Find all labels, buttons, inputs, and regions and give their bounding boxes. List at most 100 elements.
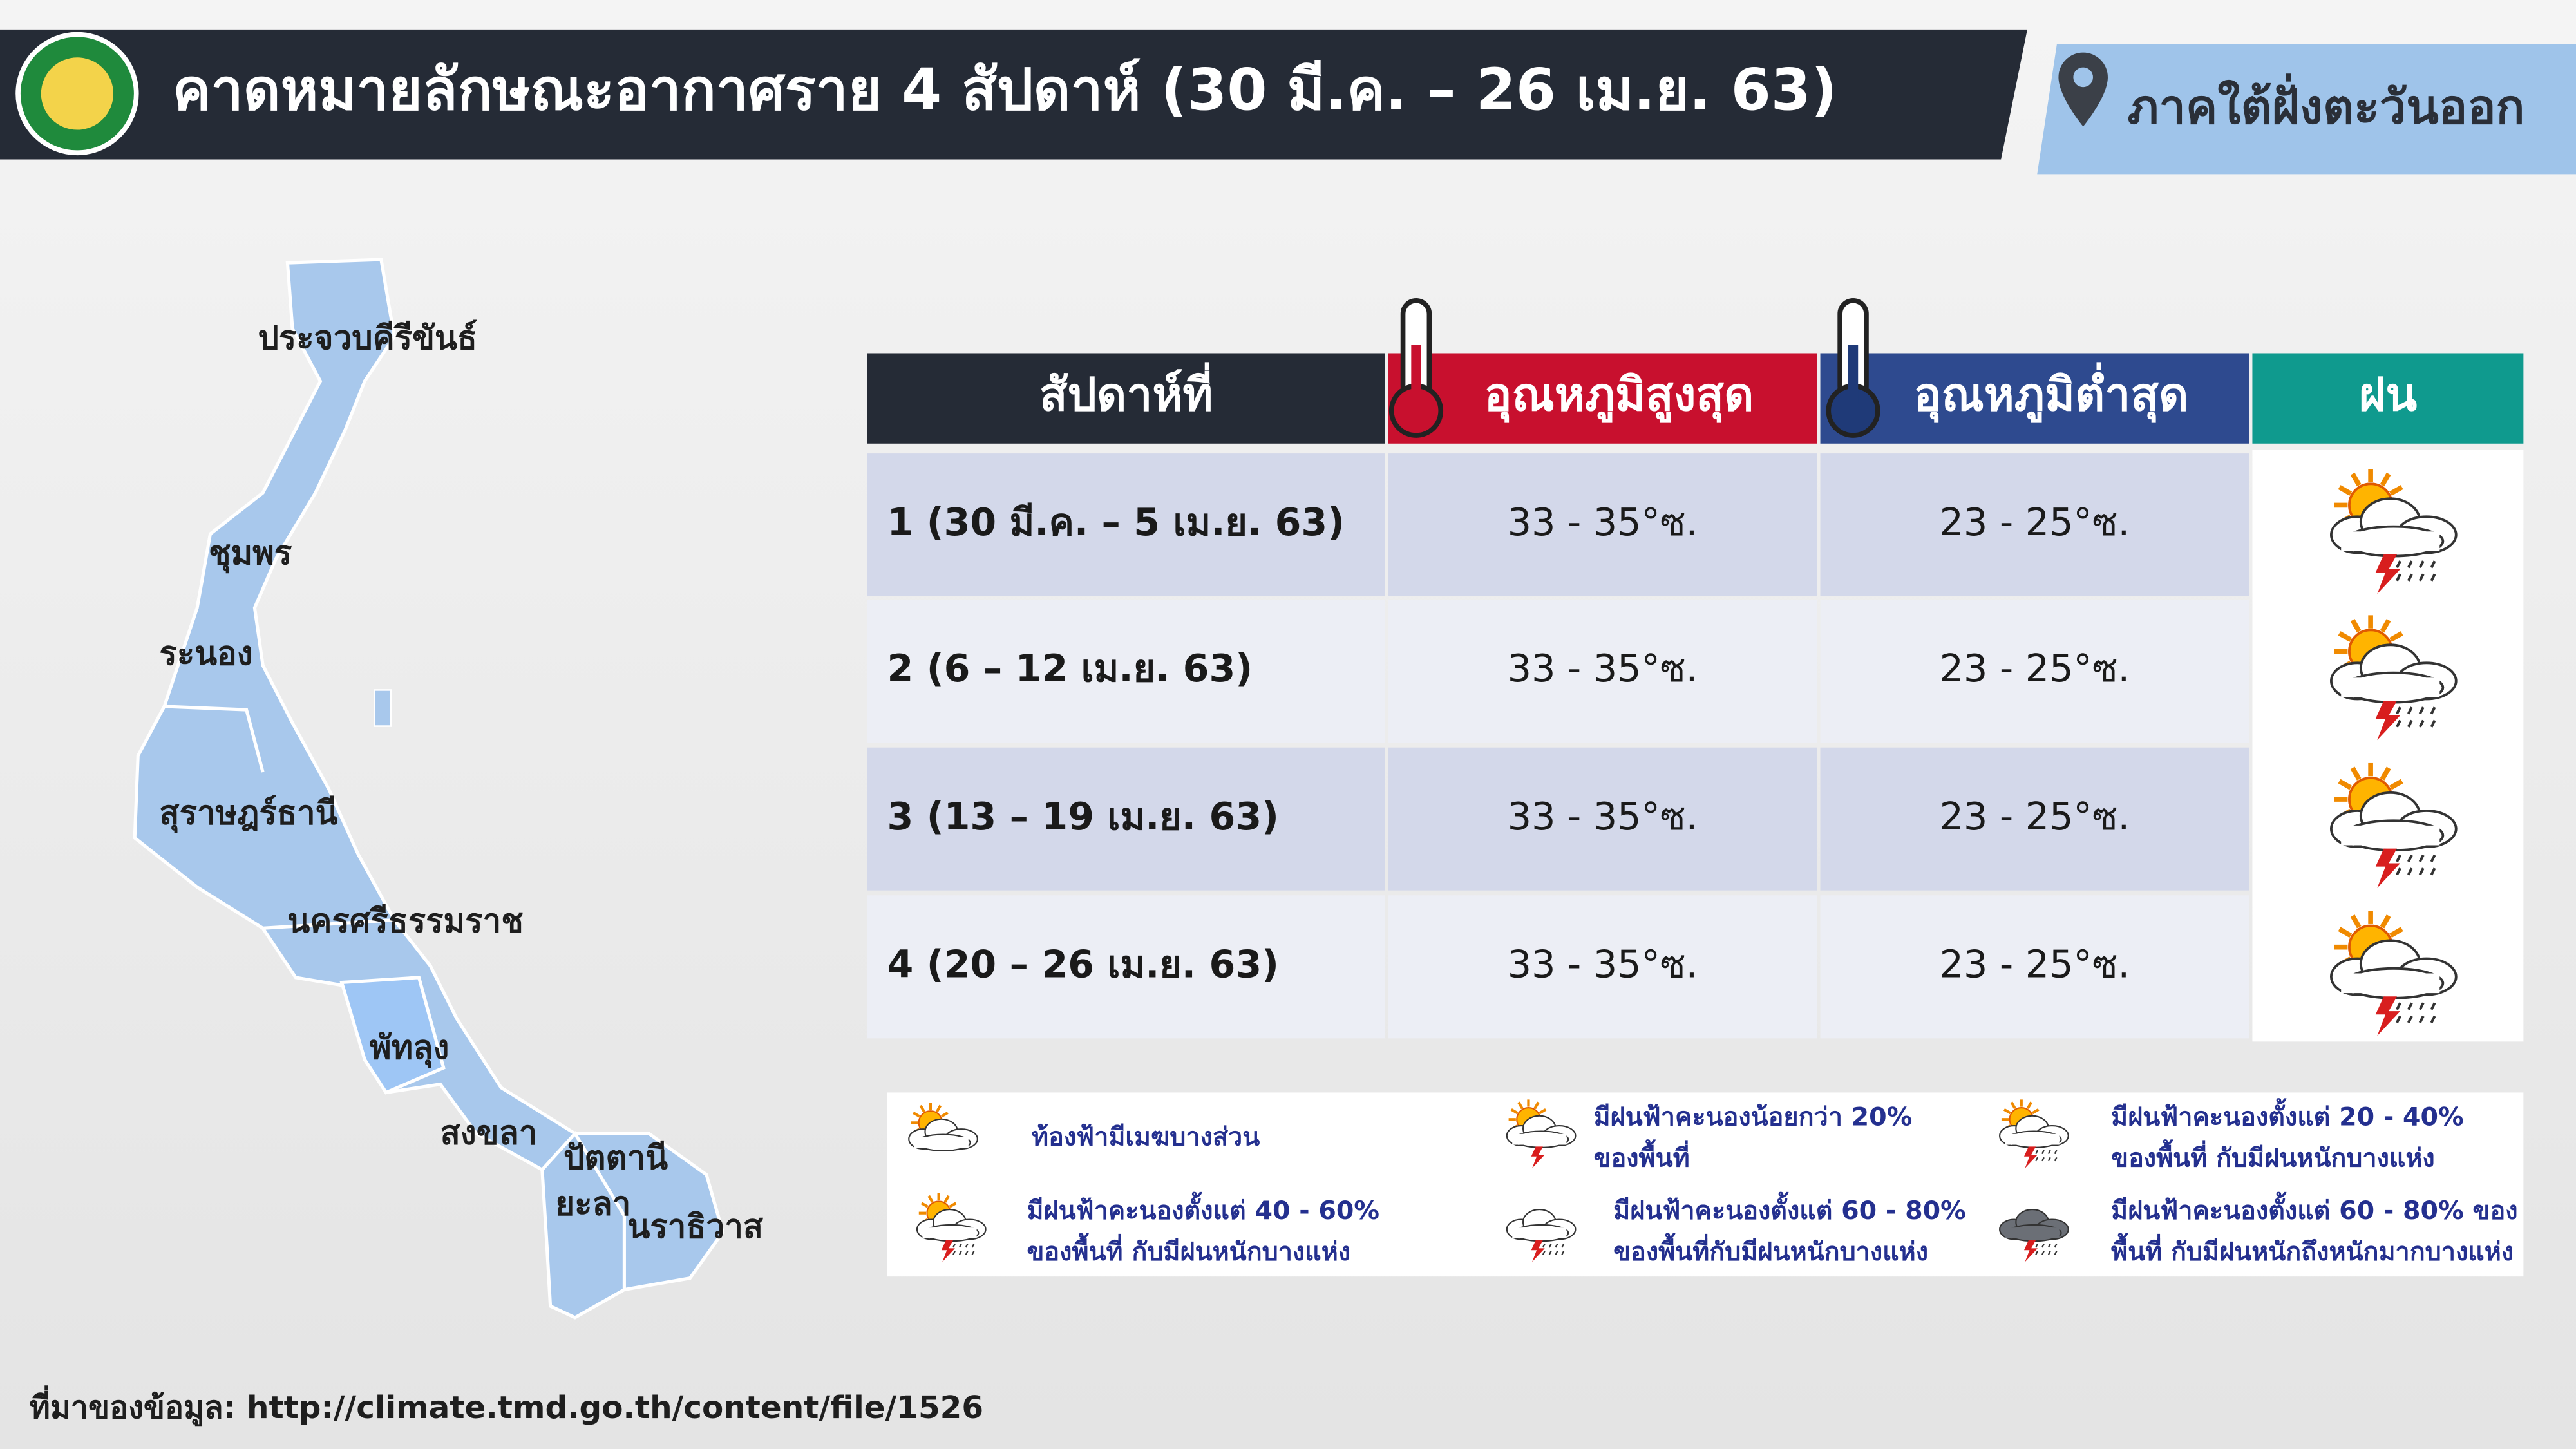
rain <box>1548 1243 1552 1248</box>
header-text: อุณหภูมิต่ำสุด <box>1914 362 2189 423</box>
header-cell <box>867 353 1385 444</box>
rain <box>952 1243 956 1248</box>
rain <box>1555 1251 1558 1255</box>
province-label: ปัตตานี <box>564 1139 668 1177</box>
rain <box>2041 1157 2045 1162</box>
rain <box>2047 1243 2051 1248</box>
rain <box>2035 1157 2039 1162</box>
cloud-fill <box>2005 1227 2060 1238</box>
sun-ray <box>949 1202 957 1208</box>
rain <box>2418 573 2425 582</box>
rain <box>2407 706 2413 715</box>
rain <box>1555 1243 1558 1248</box>
rain <box>958 1243 962 1248</box>
rain <box>1548 1251 1552 1255</box>
sun-ray <box>919 1104 925 1113</box>
lightning <box>1531 1146 1545 1169</box>
table-cell <box>1820 895 2249 1039</box>
sun-ray <box>2350 766 2362 781</box>
rain <box>2054 1150 2058 1155</box>
rain <box>2418 560 2425 569</box>
cell-text: 2 (6 – 12 เม.ย. 63) <box>887 647 1253 690</box>
rain <box>952 1251 956 1255</box>
rain <box>2396 1015 2401 1023</box>
table-cell <box>1820 747 2249 891</box>
sun-ray <box>2338 927 2353 938</box>
weather-icon <box>908 1103 978 1151</box>
rain <box>2047 1251 2051 1255</box>
lightning <box>2375 996 2401 1036</box>
sun-ray <box>920 1202 929 1208</box>
sun-ray <box>2026 1101 2033 1110</box>
rain <box>2396 719 2401 728</box>
legend-text: มีฝนฟ้าคะนองตั้งแต่ 20 - 40% <box>2111 1098 2464 1132</box>
rain <box>2035 1150 2039 1155</box>
rain <box>958 1251 962 1255</box>
pin-hole <box>2073 67 2093 88</box>
legend-text: ท้องฟ้ามีเมฆบางส่วน <box>1032 1122 1260 1151</box>
rain <box>2430 560 2436 569</box>
map-border <box>164 705 265 773</box>
table-cell <box>1388 895 1817 1039</box>
cell-text: 33 - 35°ซ. <box>1508 795 1698 838</box>
cell-text: 33 - 35°ซ. <box>1508 647 1698 690</box>
sun-ray <box>2350 472 2362 487</box>
table-cell <box>1388 453 1817 597</box>
rain <box>2047 1157 2051 1162</box>
map-border <box>263 918 395 930</box>
sun-ray <box>927 1195 934 1203</box>
weather-icon <box>2329 469 2458 594</box>
header-bar <box>0 29 2027 160</box>
source: ที่มาของข้อมูล: http://climate.tmd.go.th… <box>30 1385 983 1427</box>
cloud-fill <box>1512 1227 1567 1238</box>
sun-ray <box>2389 927 2403 938</box>
map-island <box>374 689 392 727</box>
cell-text: 4 (20 – 26 เม.ย. 63) <box>887 942 1279 986</box>
legend: ท้องฟ้ามีเมฆบางส่วน มีฝนฟ้าคะนองน้อยกว่า … <box>908 1098 2518 1267</box>
legend-text: พื้นที่ กับมีฝนหนักถึงหนักมากบางแห่ง <box>2111 1233 2514 1267</box>
weather-icon <box>1506 1099 1577 1169</box>
weather-icon <box>2329 911 2458 1036</box>
header-cell <box>2252 353 2524 444</box>
sun-ray <box>2380 618 2391 633</box>
province-label: ชุมพร <box>209 535 292 574</box>
sun-ray <box>2031 1108 2040 1115</box>
legend-text: มีฝนฟ้าคะนองตั้งแต่ 60 - 80% <box>1613 1191 1966 1226</box>
title: คาดหมายลักษณะอากาศราย 4 สัปดาห์ (30 มี.ค… <box>173 57 1837 124</box>
header-cell <box>1388 353 1817 444</box>
map-highlight <box>339 976 446 1095</box>
rain <box>971 1243 975 1248</box>
rain <box>2418 706 2425 715</box>
rain <box>2430 706 2436 715</box>
rain <box>2430 854 2436 862</box>
rain <box>2035 1251 2039 1255</box>
lightning <box>2375 554 2401 594</box>
table-cell <box>867 453 1385 597</box>
rain <box>2396 867 2401 876</box>
rain <box>2418 854 2425 862</box>
cloud-fill <box>2341 531 2440 551</box>
table-cell <box>867 600 1385 743</box>
sun-ray <box>2338 779 2353 790</box>
rain <box>2430 719 2436 728</box>
rain <box>2430 867 2436 876</box>
rain <box>971 1251 975 1255</box>
rain <box>1561 1243 1565 1248</box>
table-cell <box>1388 600 1817 743</box>
rain <box>2407 854 2413 862</box>
cloud-fill <box>922 1227 977 1238</box>
legend-text: มีฝนฟ้าคะนองน้อยกว่า 20% <box>1593 1103 1912 1132</box>
lightning <box>2375 701 2401 741</box>
rain <box>2418 1002 2425 1010</box>
rain <box>2035 1243 2039 1248</box>
rain <box>2396 854 2401 862</box>
sun-ray <box>1539 1108 1547 1115</box>
cloud-fill <box>2341 825 2440 846</box>
cloud-fill <box>2341 677 2440 697</box>
rain <box>2407 560 2413 569</box>
lightning <box>1531 1240 1545 1262</box>
rain <box>2407 1002 2413 1010</box>
cell-text: 33 - 35°ซ. <box>1508 500 1698 544</box>
header-text: อุณหภูมิสูงสุด <box>1484 368 1754 423</box>
province-label: ระนอง <box>159 635 252 673</box>
